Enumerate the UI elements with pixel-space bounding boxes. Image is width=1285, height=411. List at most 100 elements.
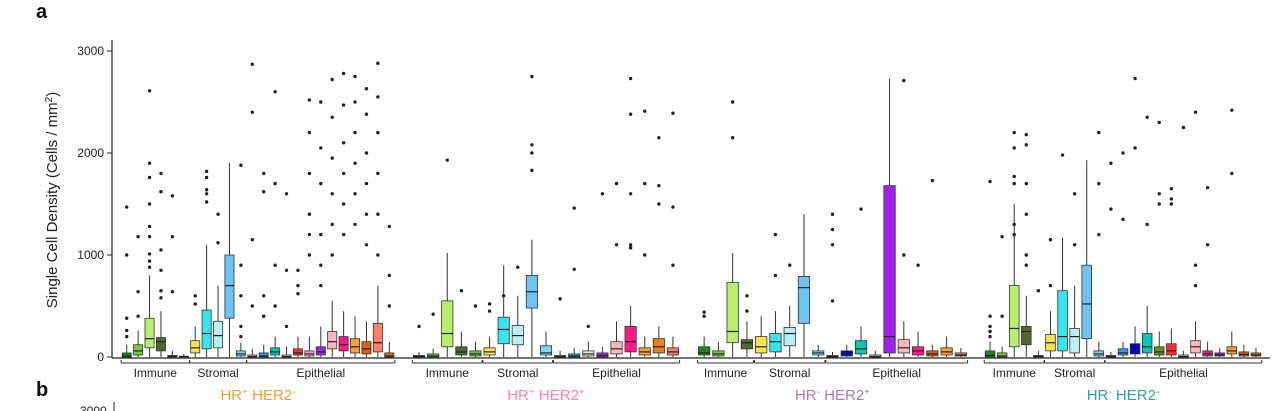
box-g3-11 bbox=[840, 344, 853, 357]
outlier-point bbox=[330, 115, 334, 120]
outlier-point bbox=[204, 188, 209, 192]
box-body bbox=[624, 325, 637, 353]
box-g1-6 bbox=[178, 353, 189, 359]
outlier-point bbox=[1012, 232, 1016, 237]
outlier-point bbox=[730, 136, 735, 140]
box-g2-8 bbox=[511, 265, 524, 357]
box-g4-16 bbox=[1166, 187, 1177, 357]
box-body bbox=[441, 300, 454, 348]
plot-area bbox=[121, 61, 1262, 359]
box-body bbox=[652, 338, 665, 354]
box-body bbox=[740, 339, 754, 350]
outlier-point bbox=[516, 265, 520, 269]
box-g4-14 bbox=[1141, 115, 1153, 357]
box-body bbox=[384, 352, 395, 358]
outlier-point bbox=[1012, 130, 1016, 135]
box-g1-7 bbox=[190, 294, 201, 357]
outlier-point bbox=[445, 158, 449, 162]
box-body bbox=[315, 346, 326, 356]
panel-label-a: a bbox=[36, 1, 48, 23]
outlier-point bbox=[1012, 174, 1016, 179]
box-g2-1 bbox=[413, 324, 426, 358]
outlier-point bbox=[1145, 115, 1149, 120]
box-g1-15 bbox=[281, 192, 292, 358]
category-label: Immune bbox=[426, 366, 470, 380]
category-label: Immune bbox=[134, 366, 178, 380]
outlier-point bbox=[170, 290, 175, 294]
outlier-point bbox=[273, 263, 277, 267]
box-g4-10 bbox=[1093, 130, 1105, 357]
box-g2-18 bbox=[652, 136, 665, 357]
box-body bbox=[155, 337, 166, 352]
box-g4-18 bbox=[1190, 110, 1201, 357]
box-g3-18 bbox=[940, 336, 953, 357]
box-body bbox=[726, 282, 739, 344]
outlier-point bbox=[1024, 263, 1029, 267]
box-body bbox=[258, 352, 269, 358]
outlier-point bbox=[307, 130, 312, 135]
outlier-point bbox=[353, 222, 357, 227]
outlier-point bbox=[773, 273, 778, 278]
outlier-point bbox=[1145, 222, 1149, 227]
box-g1-11 bbox=[235, 163, 246, 357]
outlier-point bbox=[1072, 243, 1077, 247]
outlier-point bbox=[1012, 222, 1016, 227]
box-body bbox=[996, 352, 1008, 358]
box-g4-7 bbox=[1057, 153, 1068, 357]
outlier-point bbox=[1157, 120, 1161, 125]
box-g2-12 bbox=[568, 206, 581, 358]
box-g4-13 bbox=[1129, 76, 1141, 357]
outlier-point bbox=[417, 324, 421, 329]
outlier-point bbox=[319, 263, 323, 267]
box-g3-8 bbox=[797, 214, 811, 357]
outlier-point bbox=[262, 314, 266, 318]
box-body bbox=[897, 339, 910, 354]
outlier-point bbox=[643, 109, 647, 113]
box-g1-22 bbox=[361, 87, 372, 357]
outlier-point bbox=[147, 252, 152, 256]
outlier-point bbox=[250, 110, 254, 114]
box-g2-3 bbox=[441, 158, 454, 357]
group-3 bbox=[698, 78, 967, 358]
outlier-point bbox=[572, 267, 576, 271]
outlier-point bbox=[1193, 110, 1198, 114]
next-panel-tick: 3000 bbox=[80, 404, 107, 411]
box-g3-17 bbox=[926, 178, 939, 357]
group-1 bbox=[121, 61, 395, 359]
outlier-point bbox=[147, 265, 152, 269]
outlier-point bbox=[1024, 253, 1029, 257]
box-g4-17 bbox=[1178, 125, 1189, 358]
outlier-point bbox=[125, 205, 129, 209]
outlier-point bbox=[387, 304, 391, 308]
outlier-point bbox=[902, 253, 906, 257]
outlier-point bbox=[307, 212, 312, 216]
box-body bbox=[854, 340, 868, 355]
outlier-point bbox=[1193, 263, 1198, 267]
category-label: Stromal bbox=[197, 366, 238, 380]
outlier-point bbox=[204, 169, 209, 174]
box-g3-4 bbox=[740, 294, 754, 357]
box-body bbox=[292, 348, 303, 356]
outlier-point bbox=[487, 302, 492, 306]
box-body bbox=[190, 340, 201, 354]
outlier-point bbox=[341, 141, 346, 145]
box-body bbox=[1129, 343, 1141, 355]
outlier-point bbox=[364, 151, 369, 155]
outlier-point bbox=[830, 299, 835, 303]
box-body bbox=[327, 331, 338, 350]
outlier-point bbox=[307, 171, 312, 176]
box-g2-11 bbox=[554, 297, 567, 358]
outlier-point bbox=[125, 316, 129, 320]
outlier-point bbox=[376, 171, 380, 176]
outlier-point bbox=[586, 324, 591, 329]
outlier-point bbox=[353, 161, 357, 165]
outlier-point bbox=[284, 268, 289, 272]
outlier-point bbox=[988, 179, 992, 184]
outlier-point bbox=[319, 283, 323, 288]
box-g4-21 bbox=[1226, 108, 1238, 357]
box-body bbox=[144, 317, 155, 349]
outlier-point bbox=[341, 71, 346, 76]
box-g2-15 bbox=[610, 181, 623, 357]
box-g3-14 bbox=[883, 78, 896, 357]
